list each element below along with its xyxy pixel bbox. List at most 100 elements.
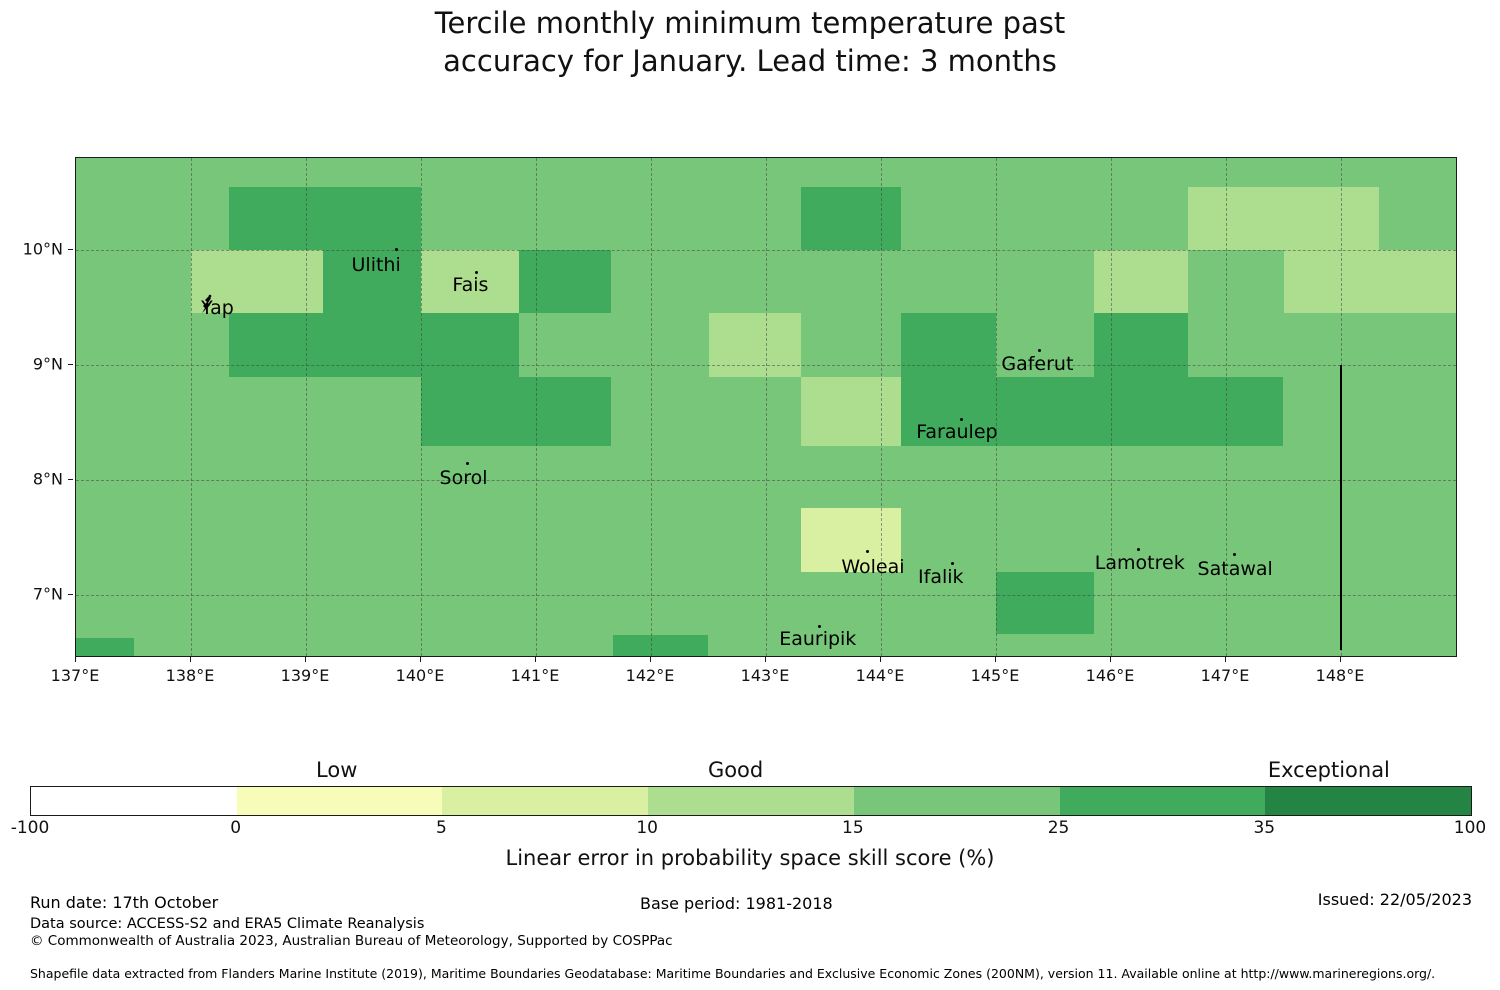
y-tick-label: 8°N <box>32 469 63 489</box>
colorbar-tick-label: 5 <box>436 818 447 838</box>
x-tick-label: 146°E <box>1085 666 1135 685</box>
colorbar-segment <box>648 787 854 815</box>
shapefile-attribution-text: Shapefile data extracted from Flanders M… <box>30 966 1436 981</box>
x-tick-label: 145°E <box>970 666 1020 685</box>
island-marker-dot <box>475 270 479 274</box>
island-marker-dot <box>959 417 963 421</box>
x-tick-label: 144°E <box>855 666 905 685</box>
map-cell <box>1188 376 1284 446</box>
island-label-eauripik: Eauripik <box>779 627 857 650</box>
x-tick-mark <box>765 657 766 662</box>
island-marker-dot <box>1233 552 1237 556</box>
map-cell <box>421 250 519 314</box>
y-tick-label: 7°N <box>32 584 63 604</box>
gridline-vertical <box>881 158 882 656</box>
map-cell <box>76 637 134 656</box>
y-tick-mark <box>68 249 73 250</box>
map-cell <box>518 250 611 314</box>
gridline-horizontal <box>76 365 1456 367</box>
map-cell <box>518 376 611 446</box>
x-tick-mark <box>75 657 76 662</box>
colorbar-tick-label: 0 <box>230 818 242 838</box>
run-date-text: Run date: 17th October <box>30 893 219 912</box>
y-tick-label: 10°N <box>22 239 63 259</box>
gridline-horizontal <box>76 480 1456 482</box>
yap-island-glyph <box>199 294 213 314</box>
x-tick-label: 139°E <box>280 666 330 685</box>
gridline-vertical <box>191 158 192 656</box>
gridline-vertical <box>996 158 997 656</box>
x-tick-mark <box>1340 657 1341 662</box>
island-label-lamotrek: Lamotrek <box>1094 551 1185 574</box>
island-marker-dot <box>1038 348 1042 352</box>
maritime-boundary-line <box>1340 365 1342 651</box>
island-label-yap: Yap <box>201 296 234 319</box>
island-label-faraulep: Faraulep <box>916 420 998 443</box>
island-marker-dot <box>950 561 954 565</box>
x-tick-mark <box>420 657 421 662</box>
colorbar-segment <box>236 787 443 815</box>
colorbar-tick-label: 100 <box>1453 818 1487 838</box>
y-tick-label: 9°N <box>32 354 63 374</box>
colorbar-axis-label: Linear error in probability space skill … <box>505 846 995 870</box>
x-tick-label: 140°E <box>395 666 445 685</box>
map-cell <box>421 313 519 446</box>
page-title: Tercile monthly minimum temperature past… <box>0 4 1500 80</box>
map-cell <box>800 186 901 250</box>
colorbar-segment <box>1265 787 1472 815</box>
island-label-satawal: Satawal <box>1197 557 1273 580</box>
map-cell <box>1093 313 1189 446</box>
colorbar-tick-label: 25 <box>1047 818 1070 838</box>
gridline-horizontal <box>76 595 1456 597</box>
title-line-1: Tercile monthly minimum temperature past <box>434 6 1066 40</box>
x-tick-label: 147°E <box>1200 666 1250 685</box>
gridline-horizontal <box>76 250 1456 251</box>
map-cell <box>996 376 1094 446</box>
x-tick-mark <box>880 657 881 662</box>
x-tick-mark <box>305 657 306 662</box>
island-label-ifalik: Ifalik <box>918 565 964 588</box>
copyright-text: © Commonwealth of Australia 2023, Austra… <box>30 933 673 949</box>
colorbar-segment <box>853 787 1060 815</box>
map-cell <box>900 313 996 446</box>
data-source-text: Data source: ACCESS-S2 and ERA5 Climate … <box>30 916 425 932</box>
map-plot-area: Yap Ulithi Fais Sorol Gaferut Faraulep Woleai I… <box>75 157 1457 657</box>
colorbar-category-label-good: Good <box>707 758 764 782</box>
map-cell <box>800 507 901 573</box>
map-cell <box>228 186 421 250</box>
gridline-vertical <box>1111 158 1112 656</box>
colorbar-category-label-exceptional: Exceptional <box>1267 758 1390 782</box>
gridline-vertical <box>1226 158 1227 656</box>
colorbar-segment <box>442 787 649 815</box>
map-cell <box>1093 250 1189 314</box>
x-tick-mark <box>190 657 191 662</box>
x-tick-mark <box>650 657 651 662</box>
map-cell <box>613 635 709 656</box>
base-period-text: Base period: 1981-2018 <box>640 894 833 913</box>
y-tick-mark <box>68 594 73 596</box>
title-line-2: accuracy for January. Lead time: 3 month… <box>443 44 1057 78</box>
x-tick-label: 143°E <box>740 666 790 685</box>
x-tick-mark <box>1110 657 1111 662</box>
y-tick-mark <box>68 364 73 366</box>
gridline-vertical <box>306 158 307 656</box>
x-tick-label: 137°E <box>50 666 100 685</box>
island-marker-dot <box>1136 547 1140 551</box>
x-tick-mark <box>995 657 996 662</box>
x-tick-mark <box>1225 657 1226 662</box>
colorbar <box>30 786 1472 816</box>
map-cell <box>1188 186 1379 250</box>
colorbar-tick-label: 15 <box>842 818 864 838</box>
colorbar-tick-label: -100 <box>10 818 50 838</box>
island-marker-dot <box>865 550 869 554</box>
map-cell <box>191 250 324 314</box>
x-tick-mark <box>535 657 536 662</box>
map-cell <box>323 250 421 377</box>
island-marker-dot <box>465 461 469 465</box>
x-tick-label: 138°E <box>165 666 215 685</box>
island-label-fais: Fais <box>452 273 489 296</box>
gridline-vertical <box>421 158 422 656</box>
island-label-gaferut: Gaferut <box>1001 352 1074 375</box>
map-cell <box>996 572 1094 635</box>
